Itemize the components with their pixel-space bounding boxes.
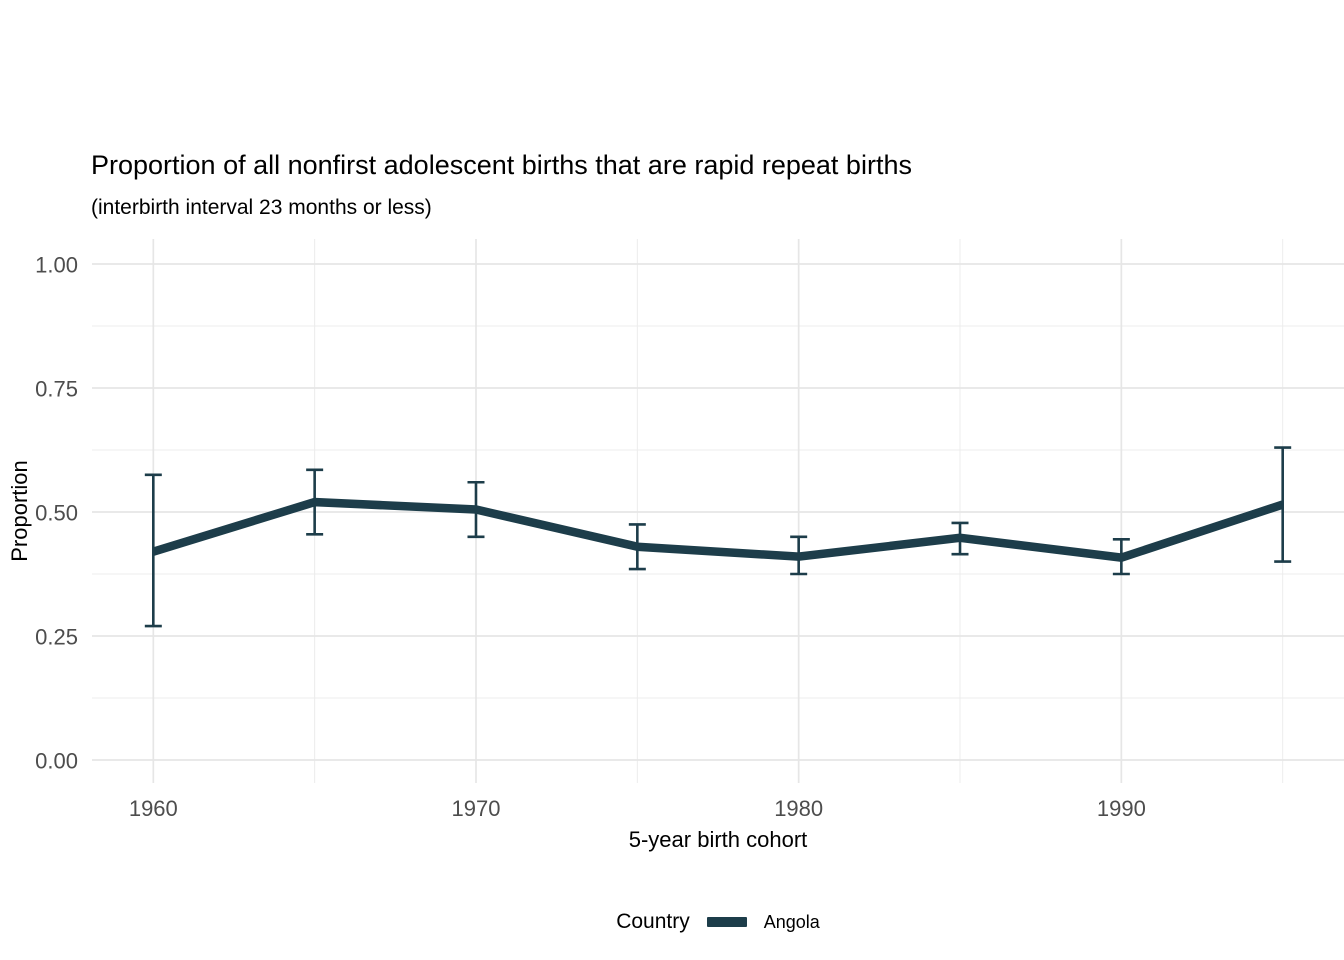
x-tick-label: 1980 [774,796,823,821]
x-tick-label: 1970 [452,796,501,821]
legend-title: Country [616,910,690,933]
chart-title: Proportion of all nonfirst adolescent bi… [91,150,912,180]
y-tick-label: 0.00 [35,749,78,774]
x-tick-label: 1990 [1097,796,1146,821]
y-tick-label: 1.00 [35,253,78,278]
y-tick-label: 0.25 [35,625,78,650]
x-tick-label: 1960 [129,796,178,821]
chart-subtitle: (interbirth interval 23 months or less) [91,196,432,219]
x-axis-title: 5-year birth cohort [628,827,808,852]
y-tick-label: 0.75 [35,377,78,402]
data-line-angola [152,497,1285,562]
legend-swatch-angola [706,917,747,927]
legend-label-angola: Angola [763,911,820,932]
legend: Country Angola [92,906,1344,938]
y-tick-label: 0.50 [35,501,78,526]
